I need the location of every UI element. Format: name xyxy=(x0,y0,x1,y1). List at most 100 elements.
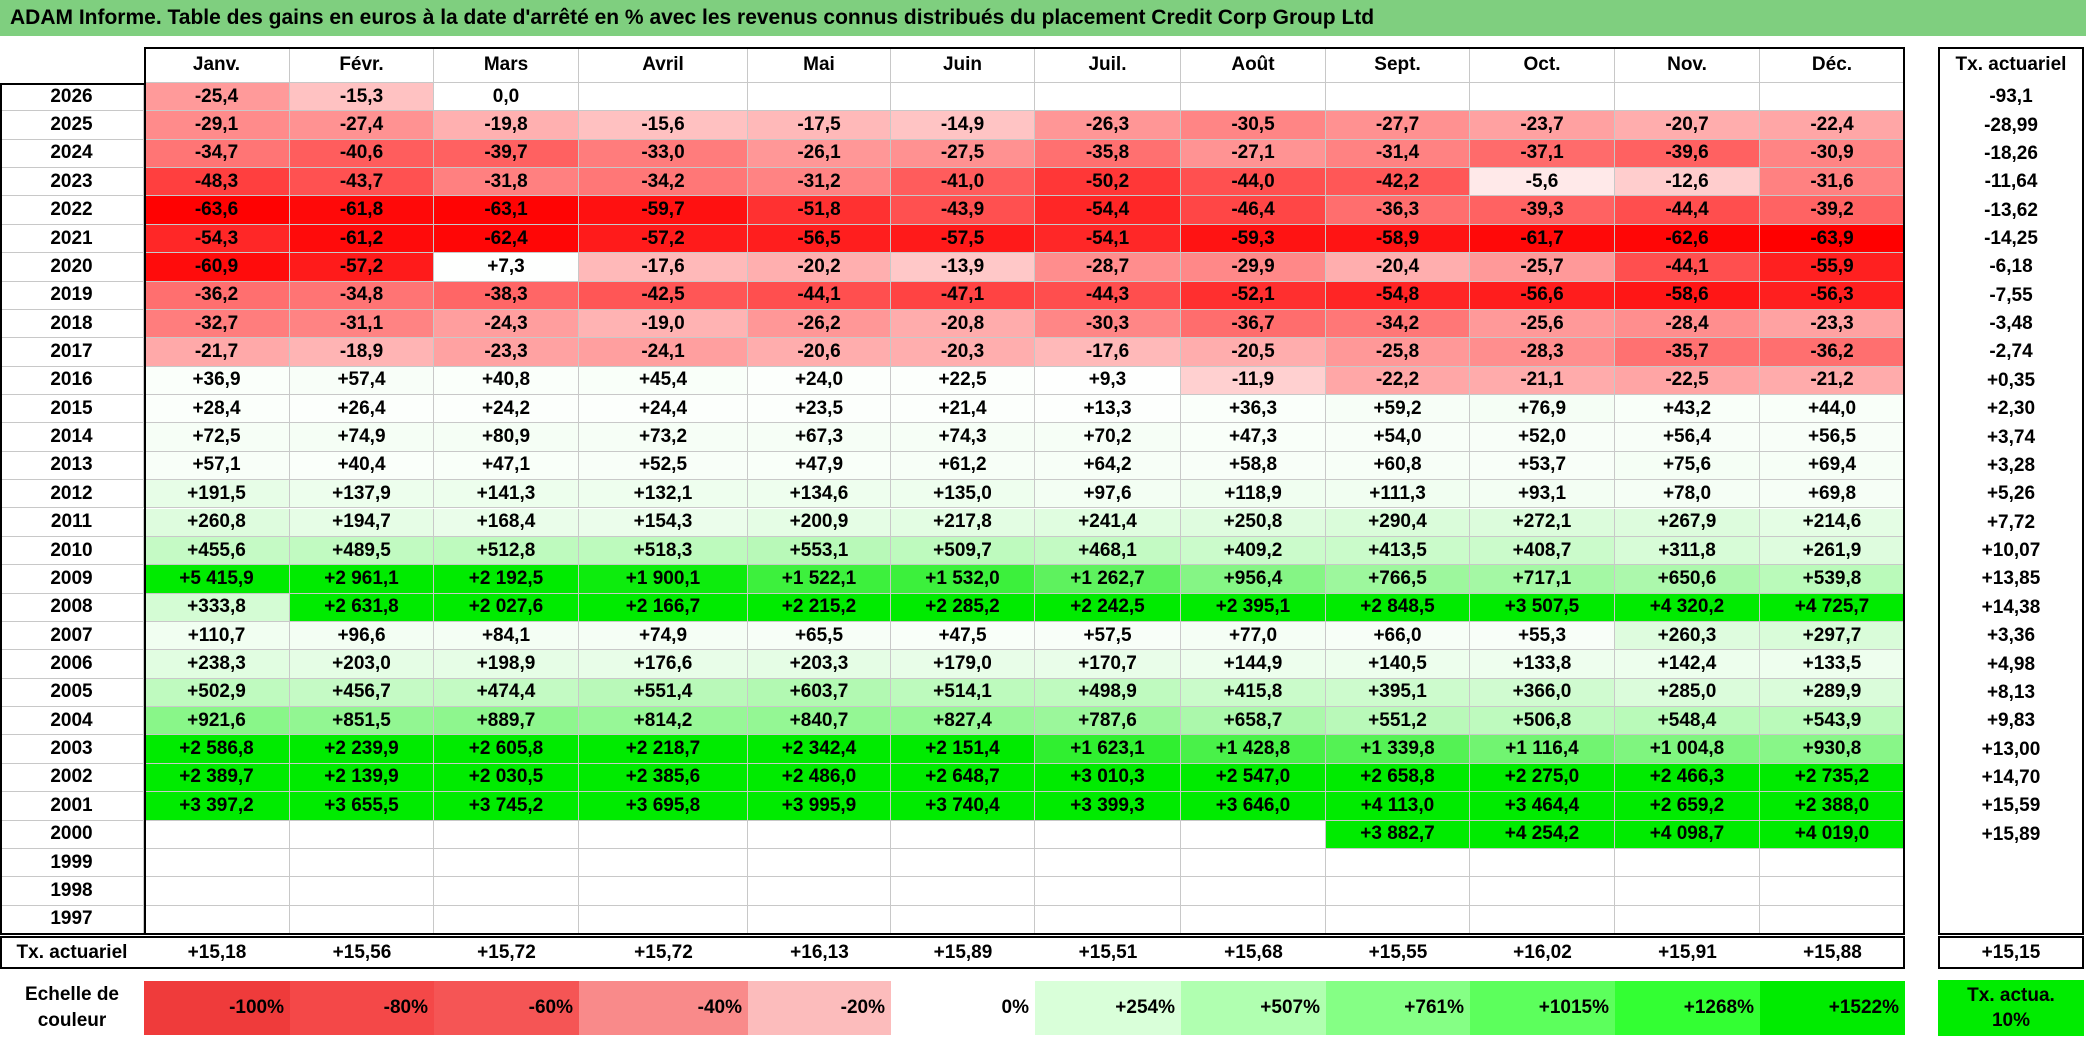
rate-cell: -11,64 xyxy=(1984,171,2038,193)
gain-cell: +66,0 xyxy=(1326,621,1470,651)
gain-cell xyxy=(1615,877,1760,906)
footer-label: Tx. actuariel xyxy=(16,941,128,963)
gain-cell: -57,2 xyxy=(290,253,434,282)
gain-cell xyxy=(748,83,891,112)
gain-cell: +52,5 xyxy=(579,451,748,481)
scale-step: +507% xyxy=(1181,981,1326,1035)
year-label: 2002 xyxy=(0,763,144,793)
gain-cell: +2 466,3 xyxy=(1615,763,1760,793)
gain-cell xyxy=(579,848,748,878)
rate-cell: -14,25 xyxy=(1984,228,2038,249)
gain-cell: +78,0 xyxy=(1615,480,1760,509)
gain-cell: +4 113,0 xyxy=(1326,792,1470,821)
gain-cell: +61,2 xyxy=(891,451,1035,481)
gain-cell: +456,7 xyxy=(290,678,434,708)
gain-cell xyxy=(1035,905,1181,934)
month-header: Sept. xyxy=(1326,47,1470,83)
gain-cell: +2 388,0 xyxy=(1760,792,1905,821)
gain-cell: +2 659,2 xyxy=(1615,792,1760,821)
gain-cell: +474,4 xyxy=(434,678,579,708)
gain-cell: +57,1 xyxy=(144,451,290,481)
gain-cell: +285,0 xyxy=(1615,678,1760,708)
gain-cell: +67,3 xyxy=(748,423,891,452)
gain-cell: +179,0 xyxy=(891,650,1035,679)
gain-cell: +76,9 xyxy=(1470,395,1615,424)
gain-cell: -12,6 xyxy=(1615,168,1760,197)
gain-cell: -27,5 xyxy=(891,139,1035,169)
gain-cell: +787,6 xyxy=(1035,707,1181,736)
rate-cell: -28,99 xyxy=(1984,114,2038,136)
footer-cell: +15,89 xyxy=(933,941,993,963)
year-label: 2023 xyxy=(0,168,144,197)
gain-cell: +1 339,8 xyxy=(1326,735,1470,764)
gain-cell xyxy=(1760,848,1905,878)
gain-cell: +96,6 xyxy=(290,621,434,651)
scale-rate: Tx. actua. 10% xyxy=(1938,980,2084,1036)
rate-cell: -18,26 xyxy=(1984,142,2038,164)
gain-cell xyxy=(579,905,748,934)
gain-cell: +133,8 xyxy=(1470,650,1615,679)
rate-cell: -13,62 xyxy=(1984,199,2038,221)
gain-cell: -56,5 xyxy=(748,224,891,254)
year-label: 2025 xyxy=(0,111,144,140)
year-label: 2006 xyxy=(0,650,144,679)
gain-cell: -34,7 xyxy=(144,139,290,169)
gain-cell: -52,1 xyxy=(1181,281,1326,310)
gain-cell: -31,4 xyxy=(1326,139,1470,169)
gain-cell: +2 342,4 xyxy=(748,735,891,764)
gain-cell: +24,4 xyxy=(579,395,748,424)
gain-cell: -63,1 xyxy=(434,196,579,225)
gain-cell xyxy=(434,877,579,906)
gain-cell: +24,0 xyxy=(748,366,891,396)
gain-cell: +3 882,7 xyxy=(1326,820,1470,849)
year-label: 2019 xyxy=(0,281,144,310)
gain-cell: +658,7 xyxy=(1181,707,1326,736)
gain-cell: -25,7 xyxy=(1470,253,1615,282)
gain-cell xyxy=(1326,848,1470,878)
gain-cell: +118,9 xyxy=(1181,480,1326,509)
gain-cell: +54,0 xyxy=(1326,423,1470,452)
gain-cell: -31,1 xyxy=(290,309,434,339)
gain-cell: -39,6 xyxy=(1615,139,1760,169)
gain-cell: -27,7 xyxy=(1326,111,1470,140)
gain-cell: +141,3 xyxy=(434,480,579,509)
gain-cell: +73,2 xyxy=(579,423,748,452)
gain-cell: +72,5 xyxy=(144,423,290,452)
gain-cell: -33,0 xyxy=(579,139,748,169)
gain-cell: +2 735,2 xyxy=(1760,763,1905,793)
gain-cell: +1 262,7 xyxy=(1035,565,1181,594)
gain-cell: -23,7 xyxy=(1470,111,1615,140)
gain-cell: +40,4 xyxy=(290,451,434,481)
gain-cell: +2 139,9 xyxy=(290,763,434,793)
gain-cell: +250,8 xyxy=(1181,508,1326,537)
gain-cell: -30,3 xyxy=(1035,309,1181,339)
gain-cell: +191,5 xyxy=(144,480,290,509)
gain-cell: -17,5 xyxy=(748,111,891,140)
gain-cell: +2 385,6 xyxy=(579,763,748,793)
gain-cell: -25,6 xyxy=(1470,309,1615,339)
gain-cell: +214,6 xyxy=(1760,508,1905,537)
gain-cell xyxy=(290,905,434,934)
gain-cell: +766,5 xyxy=(1326,565,1470,594)
footer-cell: +15,72 xyxy=(477,941,536,963)
gain-cell: +137,9 xyxy=(290,480,434,509)
gain-cell: +110,7 xyxy=(144,621,290,651)
gain-cell: -28,4 xyxy=(1615,309,1760,339)
gain-cell: -62,6 xyxy=(1615,224,1760,254)
month-header: Févr. xyxy=(290,47,434,83)
gain-cell xyxy=(1181,83,1326,112)
gain-cell: +260,8 xyxy=(144,508,290,537)
gain-cell: -44,0 xyxy=(1181,168,1326,197)
rate-cell: +10,07 xyxy=(1981,540,2041,562)
gain-cell: +506,8 xyxy=(1470,707,1615,736)
gain-cell: -20,6 xyxy=(748,338,891,367)
gain-cell: -36,2 xyxy=(144,281,290,310)
gain-cell: +930,8 xyxy=(1760,735,1905,764)
gain-cell: +2 275,0 xyxy=(1470,763,1615,793)
gain-cell: +717,1 xyxy=(1470,565,1615,594)
gain-cell: -38,3 xyxy=(434,281,579,310)
year-label: 2007 xyxy=(0,621,144,651)
gain-cell: +77,0 xyxy=(1181,621,1326,651)
gain-cell: +7,3 xyxy=(434,253,579,282)
